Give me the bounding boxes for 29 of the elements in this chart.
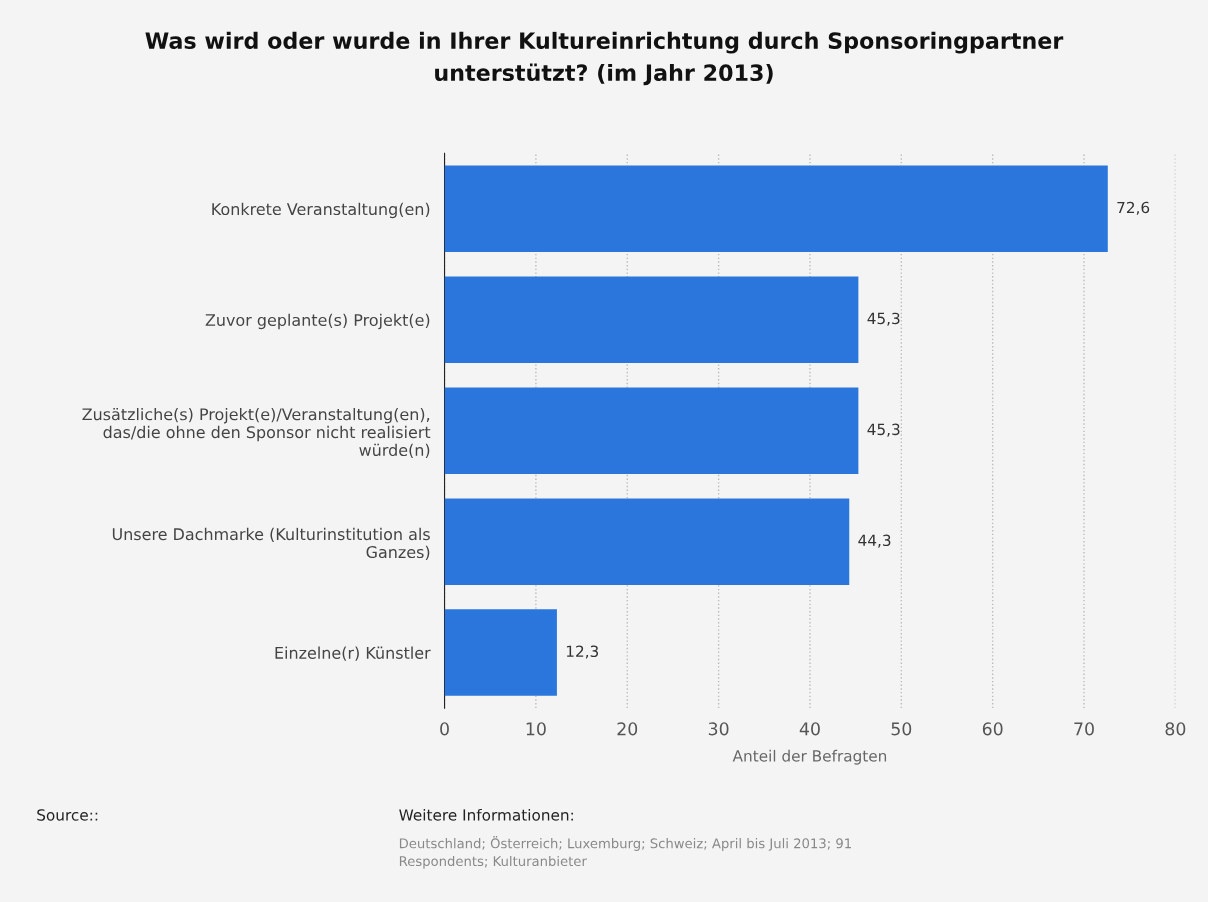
data-label: 45,3	[867, 312, 900, 326]
data-label: 72,6	[1117, 201, 1150, 215]
x-tick-label: 40	[799, 722, 820, 736]
text: Weitere Informationen:	[399, 808, 573, 821]
bar	[444, 276, 859, 364]
text: Deutschland; Österreich; Luxemburg; Schweiz; April bis Juli 2013; 91 Respondents; Kulturanbieter	[399, 836, 851, 869]
x-tick-label: 10	[526, 722, 546, 736]
y-tick-label: Zuvor geplante(s) Projekt(e)	[205, 313, 430, 330]
x-tick-label: 20	[617, 722, 638, 736]
source-note: Source::	[37, 809, 98, 821]
x-axis-title: Anteil der Befragten	[732, 749, 887, 765]
y-tick-label: Unsere Dachmarke (Kulturinstitution als Ganzes)	[112, 527, 430, 560]
chart-title: Was wird oder wurde in Ihrer Kultureinrichtung durch Sponsoringpartner unterstützt? (im Jahr 2013)	[145, 31, 1064, 86]
data-label: 44,3	[858, 534, 891, 548]
y-tick-label: Zusätzliche(s) Projekt(e)/Veranstaltung(en), das/die ohne den Sponsor nicht realisiert würde(n)	[82, 407, 431, 458]
x-tick-label: 80	[1165, 722, 1186, 736]
bar	[444, 609, 557, 696]
data-label: 12,3	[566, 645, 599, 659]
x-tick-label: 60	[982, 722, 1003, 736]
bar	[444, 498, 850, 585]
x-tick-label: 50	[891, 722, 912, 736]
bar	[444, 387, 859, 474]
data-label: 45,3	[867, 423, 900, 437]
x-tick-label: 70	[1074, 722, 1094, 736]
y-tick-label: Einzelne(r) Künstler	[275, 646, 431, 661]
y-tick-label: Konkrete Veranstaltung(en)	[212, 202, 430, 219]
bar	[444, 165, 1108, 253]
x-tick-label: 30	[708, 722, 729, 736]
x-tick-label: 0	[440, 722, 449, 736]
